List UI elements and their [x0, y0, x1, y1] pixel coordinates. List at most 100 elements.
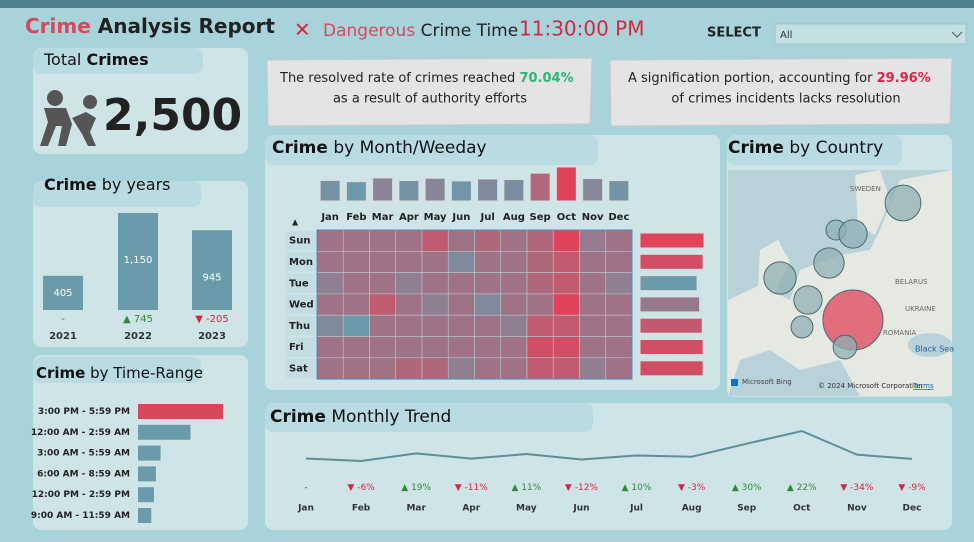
change-label: ▼ -11%	[455, 483, 488, 493]
y-tick-label: Mon	[289, 257, 313, 268]
change-label: ▼ -34%	[840, 483, 873, 493]
heat-cell	[500, 251, 528, 273]
alert-time: 11:30:00 PM	[519, 17, 645, 41]
change-label: ▲ 10%	[622, 483, 652, 493]
weekday-bar	[639, 360, 704, 377]
heat-cell	[316, 314, 344, 337]
dropdown-arrow[interactable]	[951, 31, 963, 38]
bar	[138, 487, 154, 503]
heat-cell	[369, 251, 397, 273]
title-bold: Crime	[270, 407, 326, 427]
sort-icon: ▲	[292, 218, 299, 227]
bubble[interactable]	[790, 315, 814, 339]
bubble[interactable]	[793, 285, 823, 315]
weekday-bar	[639, 253, 704, 270]
bar	[138, 404, 223, 419]
title-bold: Crime	[272, 138, 328, 158]
heat-cell	[474, 272, 502, 295]
heat-cell	[500, 336, 528, 359]
y-tick-label: 3:00 PM - 5:59 PM	[38, 407, 130, 417]
heat-cell	[474, 357, 502, 380]
filter-label: SELECT	[707, 26, 761, 41]
weekday-bar	[639, 339, 704, 355]
heat-cell	[421, 251, 449, 273]
heat-cell	[447, 229, 475, 252]
heat-cell	[500, 272, 528, 295]
change-value: -34%	[850, 483, 874, 493]
heat-cell	[342, 272, 370, 295]
month-bar	[555, 166, 577, 202]
row-label-box	[286, 231, 316, 251]
title-rest: by Month/Weeday	[333, 138, 486, 158]
map-attribution: © 2024 Microsoft Corporation	[818, 382, 923, 390]
value-label: 1,150	[124, 255, 153, 266]
title-bold: Crime	[44, 175, 97, 194]
weekday-bar	[639, 232, 705, 249]
map-label: SWEDEN	[850, 185, 881, 193]
bubble[interactable]	[813, 247, 845, 279]
x-tick-label: Jan	[297, 504, 314, 514]
provider-logo	[731, 379, 738, 386]
heat-cell	[474, 293, 502, 316]
panel-tab	[33, 48, 203, 74]
weekday-bar	[639, 275, 698, 292]
heat-cell	[369, 293, 397, 316]
map-label: ROMANIA	[883, 329, 917, 337]
change-value: 19%	[411, 483, 431, 493]
panel-tab	[265, 403, 593, 432]
y-tick-label: 6:00 AM - 8:59 AM	[37, 469, 130, 479]
x-tick-label: Apr	[399, 212, 419, 223]
heat-cell	[342, 229, 370, 252]
heat-cell	[605, 251, 633, 273]
chart-title: Crime by Country	[728, 138, 883, 158]
total-title: Total Crimes	[43, 50, 149, 69]
bubble[interactable]	[884, 184, 922, 222]
filter-value[interactable]: All	[780, 30, 792, 41]
heat-cell	[579, 229, 607, 252]
bubble[interactable]	[832, 334, 858, 360]
heat-cell	[421, 314, 449, 337]
y-tick-label: 3:00 AM - 5:59 AM	[37, 449, 130, 459]
heat-cell	[421, 272, 449, 295]
heat-cell	[316, 251, 344, 273]
map-label: BELARUS	[895, 278, 928, 286]
panel-tab	[33, 357, 201, 383]
heat-cell	[342, 251, 370, 273]
panel-tab	[727, 135, 902, 165]
heat-cell	[605, 229, 633, 252]
heat-cell	[421, 229, 449, 252]
total-value: 2,500	[103, 90, 242, 141]
weekday-bar	[639, 296, 701, 313]
change-value: -11%	[465, 483, 489, 493]
heat-cell	[579, 357, 607, 380]
month-bar	[582, 178, 604, 202]
x-tick-label: Sep	[737, 504, 757, 514]
change-value: -	[61, 314, 65, 325]
heat-cell	[395, 336, 423, 359]
change-value: -3%	[688, 483, 706, 493]
bubble[interactable]	[763, 261, 797, 295]
month-bar	[319, 179, 341, 202]
change-value: -9%	[908, 483, 926, 493]
heat-cell	[395, 229, 423, 252]
heat-cell	[526, 314, 554, 337]
change-label: ▼ -3%	[678, 483, 706, 493]
card-text: as a result of authority efforts	[333, 92, 527, 107]
bar	[138, 508, 152, 523]
month-bar	[503, 179, 525, 202]
top-strip	[0, 0, 974, 8]
heat-cell	[395, 357, 423, 380]
y-tick-label: Sun	[289, 236, 310, 247]
heat-cell	[369, 272, 397, 295]
bubble[interactable]	[838, 219, 868, 249]
y-tick-label: Fri	[289, 342, 304, 353]
heat-cell	[316, 293, 344, 316]
month-bar	[424, 177, 446, 202]
heat-cell	[421, 336, 449, 359]
filter-dropdown[interactable]	[774, 23, 967, 45]
map-terms[interactable]: Terms	[912, 382, 934, 390]
card-text: The resolved rate of crimes reached	[279, 71, 515, 86]
x-tick-label: Aug	[682, 504, 702, 514]
x-tick-label: Feb	[346, 212, 366, 223]
x-tick-label: Oct	[793, 504, 811, 514]
